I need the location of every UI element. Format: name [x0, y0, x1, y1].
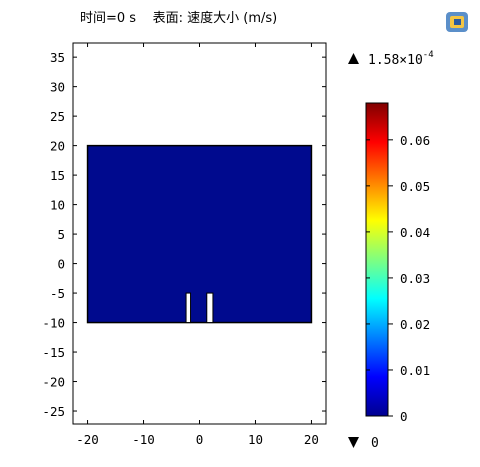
colorbar-tick-label: 0.03: [400, 271, 430, 286]
colorbar-tick-label: 0.01: [400, 363, 430, 378]
min-indicator: 0: [348, 436, 379, 451]
axis-ticks: 35 30 25 20 15 10 5 0 -5 -10 -15 -20 -25 -20 -10 0 10 20: [42, 43, 326, 447]
colorbar-tick-label: 0.04: [400, 225, 430, 240]
max-triangle-icon: [348, 53, 359, 64]
y-tick-label: 30: [50, 80, 65, 95]
y-tick-label: 35: [50, 50, 65, 65]
x-tick-label: -10: [132, 432, 155, 447]
colorbar-tick-label: 0.02: [400, 317, 430, 332]
y-tick-label: 5: [57, 227, 65, 242]
x-tick-label: 0: [196, 432, 204, 447]
obstacle-2: [206, 292, 214, 324]
max-label: 1.58×10-4: [368, 50, 434, 68]
min-label: 0: [371, 436, 379, 451]
y-tick-label: 15: [50, 168, 65, 183]
y-tick-label: -15: [42, 345, 65, 360]
min-triangle-icon: [348, 437, 359, 448]
colorbar-ticks: 0.06 0.05 0.04 0.03 0.02 0.01 0: [366, 133, 430, 424]
y-tick-label: -20: [42, 375, 65, 390]
y-tick-label: 10: [50, 198, 65, 213]
chart-title: 时间=0 s 表面: 速度大小 (m/s): [80, 10, 277, 26]
x-tick-label: 20: [304, 432, 319, 447]
app-logo-icon: [446, 12, 468, 32]
colorbar-tick-label: 0.05: [400, 179, 430, 194]
colorbar: 0.06 0.05 0.04 0.03 0.02 0.01 0: [365, 102, 430, 424]
x-tick-label: 10: [248, 432, 263, 447]
colorbar-gradient: [365, 102, 389, 417]
colorbar-tick-label: 0: [400, 409, 408, 424]
y-tick-label: 0: [57, 257, 65, 272]
domain-rect: [86, 144, 313, 324]
velocity-surface: [86, 144, 313, 324]
x-tick-label: -20: [76, 432, 99, 447]
y-tick-label: -5: [50, 286, 65, 301]
max-indicator: 1.58×10-4: [348, 50, 434, 68]
y-tick-label: -25: [42, 404, 65, 419]
y-tick-label: -10: [42, 316, 65, 331]
y-tick-label: 20: [50, 139, 65, 154]
obstacle-1: [185, 292, 192, 324]
y-tick-label: 25: [50, 109, 65, 124]
colorbar-tick-label: 0.06: [400, 133, 430, 148]
